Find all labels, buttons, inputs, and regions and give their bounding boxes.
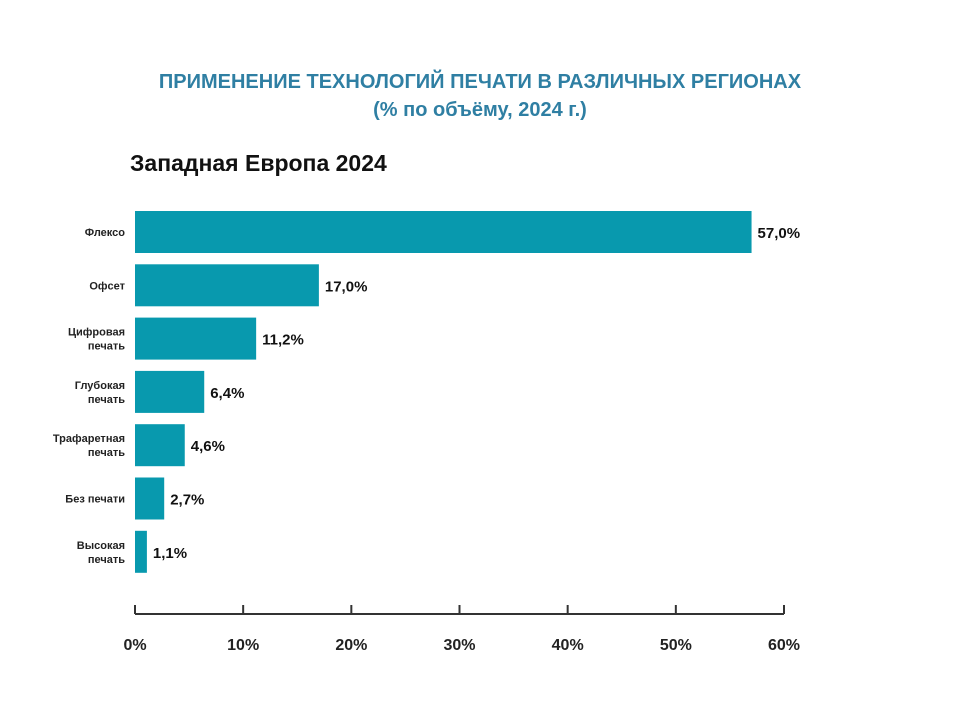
chart-title-block: ПРИМЕНЕНИЕ ТЕХНОЛОГИЙ ПЕЧАТИ В РАЗЛИЧНЫХ… bbox=[0, 68, 960, 124]
data-label: 6,4% bbox=[210, 385, 244, 402]
category-label: Трафаретная bbox=[53, 433, 125, 445]
data-label: 1,1% bbox=[153, 545, 187, 562]
category-label: Высокая bbox=[77, 540, 125, 552]
bar bbox=[135, 477, 165, 520]
bar bbox=[135, 530, 147, 573]
category-label: Цифровая bbox=[68, 327, 125, 339]
x-tick-label: 20% bbox=[335, 637, 367, 654]
category-label: Флексо bbox=[85, 227, 126, 239]
data-label: 57,0% bbox=[758, 225, 801, 242]
x-tick-label: 0% bbox=[123, 637, 146, 654]
bar bbox=[135, 317, 257, 360]
x-tick-label: 40% bbox=[552, 637, 584, 654]
region-title: Западная Европа 2024 bbox=[130, 150, 387, 176]
category-label: печать bbox=[88, 554, 125, 566]
x-tick-label: 10% bbox=[227, 637, 259, 654]
category-label: печать bbox=[88, 394, 125, 406]
x-tick-label: 50% bbox=[660, 637, 692, 654]
bar bbox=[135, 264, 319, 307]
category-label: Без печати bbox=[65, 494, 125, 506]
x-tick-label: 30% bbox=[443, 637, 475, 654]
category-label: печать bbox=[88, 341, 125, 353]
data-label: 17,0% bbox=[325, 278, 368, 295]
chart-title: ПРИМЕНЕНИЕ ТЕХНОЛОГИЙ ПЕЧАТИ В РАЗЛИЧНЫХ… bbox=[158, 71, 802, 93]
category-label: Офсет bbox=[89, 280, 125, 292]
chart-subtitle: (% по объёму, 2024 г.) bbox=[373, 99, 587, 121]
data-label: 11,2% bbox=[262, 332, 304, 349]
bar bbox=[135, 424, 185, 467]
category-label: Глубокая bbox=[75, 380, 125, 392]
bar bbox=[135, 211, 752, 253]
category-label: печать bbox=[88, 447, 125, 459]
x-tick-label: 60% bbox=[768, 637, 800, 654]
bar bbox=[135, 370, 205, 413]
data-label: 4,6% bbox=[191, 438, 225, 455]
data-label: 2,7% bbox=[170, 492, 204, 509]
